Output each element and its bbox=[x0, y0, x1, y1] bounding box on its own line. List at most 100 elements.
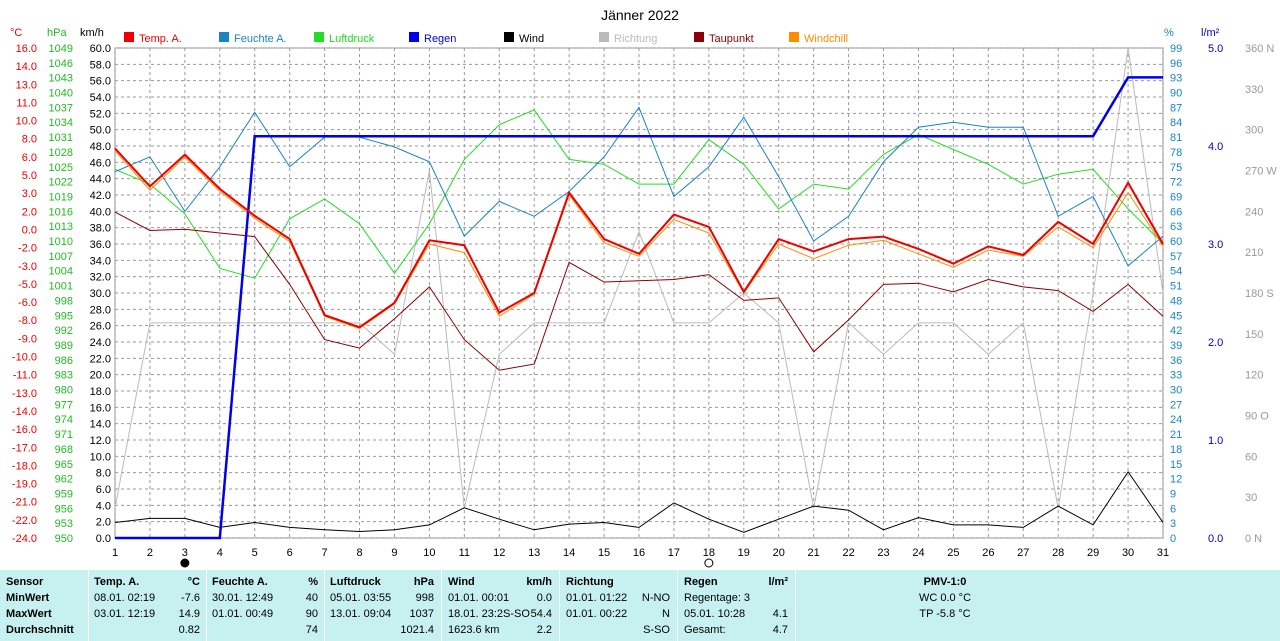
temp-axis-label: 14.0 bbox=[16, 61, 37, 73]
humidity-axis-label: 42 bbox=[1170, 325, 1182, 337]
temp-axis-label: -22.0 bbox=[12, 515, 37, 527]
humidity-axis-label: 84 bbox=[1170, 117, 1182, 129]
wind-axis-label: 16.0 bbox=[90, 402, 111, 414]
temp-axis-label: 8.0 bbox=[22, 134, 37, 146]
direction-axis-label: 120 bbox=[1245, 370, 1263, 382]
wind-axis-label: 44.0 bbox=[90, 174, 111, 186]
humidity-axis-label: 63 bbox=[1170, 221, 1182, 233]
legend-swatch bbox=[314, 32, 324, 42]
wind-axis-label: 48.0 bbox=[90, 141, 111, 153]
direction-axis-label: 210 bbox=[1245, 247, 1263, 259]
x-tick-label: 8 bbox=[356, 547, 362, 559]
direction-axis-label: 30 bbox=[1245, 492, 1257, 504]
temp-max-time: 03.01. 12:19 bbox=[94, 608, 156, 620]
stats-col-wind: Wind km/h 01.01. 00:01 0.0 18.01. 23:2S-SO… bbox=[448, 570, 552, 641]
temp-min-time: 08.01. 02:19 bbox=[94, 592, 156, 604]
wind-axis-label: 32.0 bbox=[90, 272, 111, 284]
x-tick-label: 21 bbox=[808, 547, 820, 559]
pressure-min-time: 05.01. 03:55 bbox=[330, 592, 392, 604]
x-tick-label: 15 bbox=[598, 547, 610, 559]
pressure-unit-label: hPa bbox=[47, 27, 67, 39]
pressure-axis-label: 1040 bbox=[49, 88, 73, 100]
legend-label: Windchill bbox=[804, 33, 848, 45]
humidity-axis-label: 57 bbox=[1170, 251, 1182, 263]
wind-axis-label: 38.0 bbox=[90, 223, 111, 235]
wind-max-time: 18.01. 23:2S-SO bbox=[448, 608, 530, 620]
x-tick-label: 7 bbox=[322, 547, 328, 559]
wind-axis-label: 58.0 bbox=[90, 59, 111, 71]
pressure-axis-label: 977 bbox=[55, 399, 73, 411]
pressure-axis-label: 950 bbox=[55, 533, 73, 545]
rain-axis-label: 2.0 bbox=[1208, 337, 1223, 349]
direction-header: Richtung bbox=[566, 576, 614, 588]
temp-axis-label: -17.0 bbox=[12, 442, 37, 454]
series-line-taupunkt bbox=[114, 211, 1164, 371]
pressure-axis-label: 959 bbox=[55, 488, 73, 500]
x-tick-label: 30 bbox=[1122, 547, 1134, 559]
x-tick-label: 3 bbox=[182, 547, 188, 559]
wind-axis-label: 14.0 bbox=[90, 419, 111, 431]
wind-axis-label: 0.0 bbox=[96, 533, 111, 545]
humidity-axis-label: 51 bbox=[1170, 281, 1182, 293]
humidity-max-time: 01.01. 00:49 bbox=[212, 608, 274, 620]
series-line-wind bbox=[114, 471, 1164, 533]
temp-axis-label: -5.0 bbox=[18, 279, 37, 291]
humidity-axis-label: 96 bbox=[1170, 58, 1182, 70]
humidity-avg: 74 bbox=[305, 624, 318, 636]
pressure-axis-label: 998 bbox=[55, 295, 73, 307]
temp-axis-label: 16.0 bbox=[16, 43, 37, 55]
x-tick-label: 22 bbox=[842, 547, 854, 559]
stats-col-humidity: Feuchte A.% 30.01. 12:49 40 01.01. 00:49 9… bbox=[212, 570, 318, 641]
temp-axis-label: 10.0 bbox=[16, 116, 37, 128]
x-tick-label: 5 bbox=[252, 547, 258, 559]
stats-col-direction: Richtung 01.01. 01:22 N-NO 01.01. 00:22 N … bbox=[566, 570, 670, 641]
temp-axis-label: -6.0 bbox=[18, 297, 37, 309]
pressure-axis-label: 1013 bbox=[49, 221, 73, 233]
direction-axis-label: 330 bbox=[1245, 84, 1263, 96]
wind-min-val: 0.0 bbox=[536, 592, 552, 604]
rain-axis-label: 3.0 bbox=[1208, 239, 1223, 251]
wind-axis-label: 18.0 bbox=[90, 386, 111, 398]
temp-axis-label: -16.0 bbox=[12, 424, 37, 436]
wind-axis-label: 42.0 bbox=[90, 190, 111, 202]
x-tick-label: 11 bbox=[459, 547, 470, 559]
pressure-axis-label: 1037 bbox=[49, 102, 73, 114]
x-tick-label: 29 bbox=[1087, 547, 1099, 559]
legend-swatch bbox=[409, 32, 419, 42]
wind-axis-label: 36.0 bbox=[90, 239, 111, 251]
x-tick-label: 25 bbox=[947, 547, 959, 559]
wind-axis-label: 26.0 bbox=[90, 321, 111, 333]
humidity-axis-label: 54 bbox=[1170, 266, 1182, 278]
pmv-title: PMV-1:0 bbox=[923, 576, 967, 588]
pressure-unit: hPa bbox=[413, 576, 434, 588]
temp-axis-label: -2.0 bbox=[18, 243, 37, 255]
x-tick-label: 6 bbox=[287, 547, 293, 559]
humidity-axis-label: 75 bbox=[1170, 162, 1182, 174]
direction-axis-label: 270 W bbox=[1245, 166, 1277, 178]
pressure-axis-label: 1016 bbox=[49, 206, 73, 218]
direction-min-val: N-NO bbox=[641, 592, 670, 604]
pressure-axis-label: 965 bbox=[55, 459, 73, 471]
pressure-axis-label: 1046 bbox=[49, 58, 73, 70]
wind-unit: km/h bbox=[526, 576, 552, 588]
series-line-richtung bbox=[114, 47, 1164, 509]
wind-axis-label: 46.0 bbox=[90, 157, 111, 169]
pressure-axis-label: 968 bbox=[55, 444, 73, 456]
series-line-windchill bbox=[114, 150, 1164, 330]
direction-max-time: 01.01. 00:22 bbox=[566, 608, 628, 620]
pressure-axis-label: 971 bbox=[55, 429, 73, 441]
humidity-axis-label: 12 bbox=[1170, 474, 1182, 486]
x-tick-label: 1 bbox=[112, 547, 118, 559]
temp-min-val: -7.6 bbox=[181, 592, 200, 604]
legend-swatch bbox=[789, 32, 799, 42]
legend-label: Regen bbox=[424, 33, 456, 45]
pressure-max-val: 1037 bbox=[409, 608, 434, 620]
pressure-axis-label: 983 bbox=[55, 370, 73, 382]
wind-axis-label: 20.0 bbox=[90, 370, 111, 382]
pressure-axis-label: 962 bbox=[55, 474, 73, 486]
temp-axis-label: -13.0 bbox=[12, 388, 37, 400]
wind-axis-label: 6.0 bbox=[96, 484, 111, 496]
wind-axis-label: 12.0 bbox=[90, 435, 111, 447]
temp-avg: 0.82 bbox=[178, 624, 200, 636]
direction-axis-label: 150 bbox=[1245, 329, 1263, 341]
